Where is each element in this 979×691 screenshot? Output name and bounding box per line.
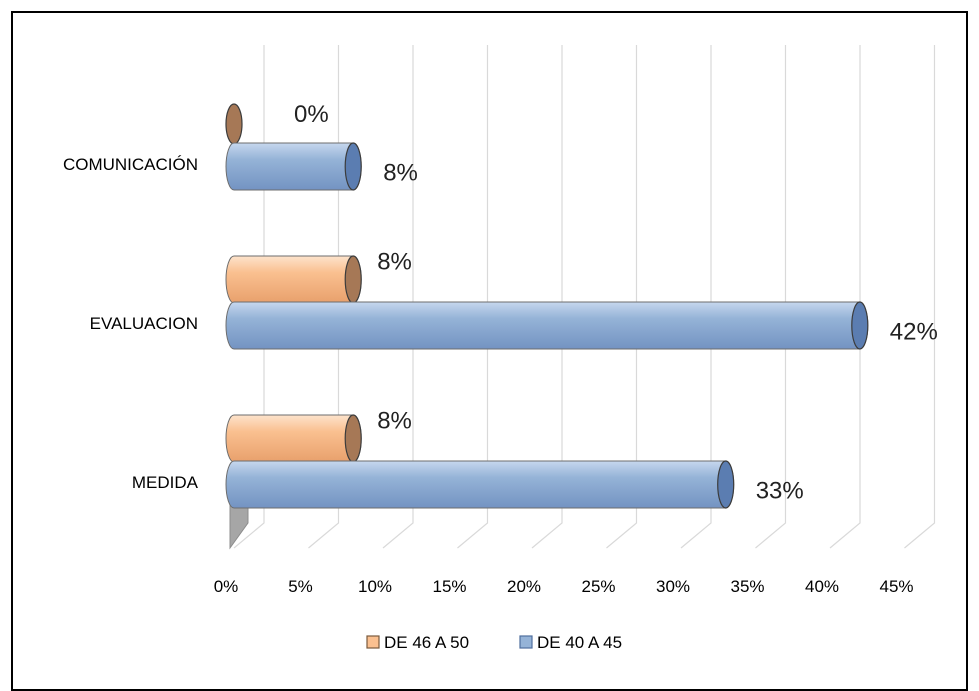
gridline <box>755 45 787 549</box>
x-tick-label: 40% <box>805 577 839 596</box>
x-tick-label: 15% <box>432 577 466 596</box>
bar-de-46-a-50 <box>225 414 362 463</box>
gridline <box>531 45 563 549</box>
category-label: COMUNICACIÓN <box>63 155 198 174</box>
bar-de-46-a-50 <box>225 103 243 145</box>
bar-chart: COMUNICACIÓN EVALUACION MEDIDA 0% 5% 10% 15% 2… <box>63 45 938 652</box>
gridline <box>233 45 265 549</box>
legend-swatch <box>366 635 380 649</box>
bar-de-40-a-45 <box>225 301 869 350</box>
x-tick-label: 25% <box>581 577 615 596</box>
legend-label: DE 40 A 45 <box>537 633 622 652</box>
category-label: MEDIDA <box>132 473 199 492</box>
gridline <box>680 45 712 549</box>
category-label: EVALUACION <box>90 314 198 333</box>
bar-de-40-a-45 <box>225 460 735 509</box>
gridlines <box>233 45 936 549</box>
gridline <box>382 45 414 549</box>
legend-swatch <box>519 635 533 649</box>
x-tick-label: 10% <box>358 577 392 596</box>
x-tick-label: 5% <box>288 577 313 596</box>
gridline <box>904 45 936 549</box>
category-labels: COMUNICACIÓN EVALUACION MEDIDA <box>63 155 199 492</box>
legend-label: DE 46 A 50 <box>384 633 469 652</box>
gridline <box>829 45 861 549</box>
data-label: 33% <box>756 478 804 505</box>
data-label: 8% <box>377 408 412 435</box>
legend-item: DE 46 A 50 <box>366 633 469 652</box>
data-labels: 0% 8% 8% 42% 8% 33% <box>294 101 938 505</box>
data-label: 42% <box>890 319 938 346</box>
x-tick-label: 35% <box>730 577 764 596</box>
gridline <box>308 45 340 549</box>
bar-de-46-a-50 <box>225 255 362 304</box>
data-label: 8% <box>383 160 418 187</box>
x-tick-labels: 0% 5% 10% 15% 20% 25% 30% 35% 40% 45% <box>214 577 914 596</box>
data-label: 0% <box>294 101 329 128</box>
x-tick-label: 20% <box>507 577 541 596</box>
gridline <box>457 45 489 549</box>
x-tick-label: 30% <box>656 577 690 596</box>
legend-item: DE 40 A 45 <box>519 633 622 652</box>
x-tick-label: 0% <box>214 577 239 596</box>
data-label: 8% <box>377 249 412 276</box>
bars <box>225 103 869 509</box>
x-tick-label: 45% <box>879 577 913 596</box>
legend: DE 46 A 50 DE 40 A 45 <box>366 633 622 652</box>
chart-frame <box>11 11 968 691</box>
bar-de-40-a-45 <box>225 142 362 191</box>
gridline <box>606 45 638 549</box>
